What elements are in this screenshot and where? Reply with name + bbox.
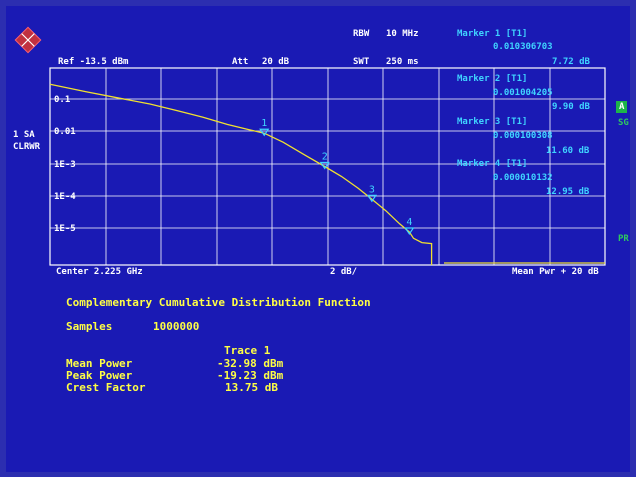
att-label: Att (232, 57, 249, 67)
marker-4-prob: 0.000010132 (493, 173, 553, 183)
marker-2-level: 9.90 dB (552, 102, 590, 112)
analyzer-screen: RBW 10 MHz Ref -13.5 dBm Att 20 dB SWT 2… (6, 6, 630, 472)
marker-1-label: 1 (261, 118, 267, 129)
grid-label-1e-3: 1E-3 (54, 160, 76, 170)
marker-3-label: 3 (369, 184, 375, 195)
marker-2-title: Marker 2 [T1] (457, 74, 528, 84)
crest-factor-label: Crest Factor (66, 381, 146, 394)
att-value: 20 dB (262, 57, 290, 67)
crest-factor-value: 13.75 dB (225, 381, 278, 394)
grid-label-0.01: 0.01 (54, 127, 76, 137)
grid-label-0.1: 0.1 (54, 95, 71, 105)
tag-pr: PR (618, 234, 629, 244)
marker-3-level: 11.60 dB (546, 146, 590, 156)
trace-mode: CLRWR (13, 142, 41, 152)
rohde-schwarz-logo-icon (14, 26, 42, 54)
peak-power-value: -19.23 dBm (217, 369, 284, 382)
ccdf-plot: 1 2 3 4 (49, 67, 606, 266)
marker-4-symbol (404, 227, 415, 236)
mean-power-label: Mean Power (66, 357, 133, 370)
marker-2-label: 2 (322, 151, 328, 162)
x-stop-label: Mean Pwr + 20 dB (512, 267, 599, 277)
rbw-value: 10 MHz (386, 29, 419, 39)
tag-a: A (616, 101, 628, 113)
marker-1-symbol (259, 128, 270, 137)
trace-number: 1 SA (13, 130, 35, 140)
marker-2-symbol (319, 161, 330, 170)
tag-sg: SG (618, 118, 629, 128)
grid-label-1e-5: 1E-5 (54, 224, 76, 234)
swt-label: SWT (353, 57, 370, 67)
peak-power-label: Peak Power (66, 369, 133, 382)
x-scale: 2 dB/ (330, 267, 358, 277)
mean-power-value: -32.98 dBm (217, 357, 284, 370)
marker-3-title: Marker 3 [T1] (457, 117, 528, 127)
marker-4-label: 4 (406, 217, 412, 228)
samples-value: 1000000 (153, 320, 200, 333)
marker-3-prob: 0.000100308 (493, 131, 553, 141)
marker-1-prob: 0.010306703 (493, 42, 553, 52)
ref-level: Ref -13.5 dBm (58, 57, 129, 67)
samples-label: Samples (66, 320, 113, 333)
marker-4-title: Marker 4 [T1] (457, 159, 528, 169)
marker-4-level: 12.95 dB (546, 187, 590, 197)
marker-2-prob: 0.001004205 (493, 88, 553, 98)
grid-label-1e-4: 1E-4 (54, 192, 76, 202)
marker-1-title: Marker 1 [T1] (457, 29, 528, 39)
ccdf-trace (49, 83, 433, 265)
swt-value: 250 ms (386, 57, 419, 67)
results-title: Complementary Cumulative Distribution Fu… (66, 296, 371, 309)
trace-header: Trace 1 (224, 344, 271, 357)
rbw-label: RBW (353, 29, 370, 39)
center-frequency: Center 2.225 GHz (56, 267, 143, 277)
marker-1-level: 7.72 dB (552, 57, 590, 67)
marker-3-symbol (366, 194, 378, 203)
